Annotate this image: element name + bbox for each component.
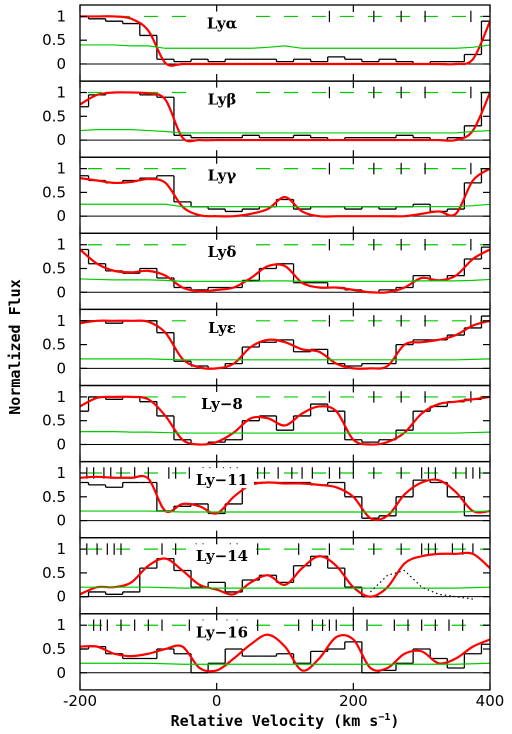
error-line (80, 44, 490, 49)
y-axis-label: Normalized Flux (6, 279, 24, 414)
y-tick-label: 0.5 (42, 564, 66, 582)
label-bg (192, 620, 254, 641)
panel (80, 391, 490, 446)
panel-label: Lyβ (208, 91, 237, 109)
panel-label: Ly−8 (201, 395, 243, 413)
model-line (80, 633, 490, 673)
error-line (80, 431, 490, 434)
panel-label: Ly−11 (196, 471, 248, 489)
panel (80, 10, 490, 67)
y-tick-label: 0 (56, 359, 66, 377)
error-line (80, 510, 490, 513)
y-tick-label: 1 (56, 388, 66, 406)
step-connector (87, 247, 483, 293)
panel-label: Lyγ (208, 167, 237, 185)
label-bg (192, 87, 254, 108)
y-tick-label: 1 (56, 84, 66, 102)
step-connector (87, 16, 483, 64)
y-tick-label: 0.5 (42, 640, 66, 658)
panel-label: Lyα (207, 15, 238, 33)
label-bg (192, 11, 254, 32)
x-label-end: ) (390, 712, 399, 730)
error-line (80, 358, 490, 361)
panel (80, 162, 490, 218)
label-bg (192, 392, 254, 413)
y-tick-label: 1 (56, 312, 66, 330)
model-line (80, 91, 490, 143)
model-line (80, 319, 490, 370)
panel-label: Ly−16 (196, 623, 248, 641)
model-line (80, 15, 490, 67)
y-tick-label: 0.5 (42, 336, 66, 354)
x-tick-label: 0 (212, 692, 222, 710)
panel (80, 467, 490, 522)
model-line (80, 551, 490, 598)
y-tick-label: 0 (56, 664, 66, 682)
panel-label: Ly−14 (196, 547, 248, 565)
y-tick-label: 1 (56, 464, 66, 482)
y-tick-label: 1 (56, 540, 66, 558)
label-bg (192, 239, 254, 260)
y-tick-label: 1 (56, 616, 66, 634)
y-tick-label: 0.5 (42, 488, 66, 506)
panel-label: Lyδ (208, 243, 237, 261)
panel-label: Lyε (208, 319, 236, 337)
y-tick-label: 0 (56, 55, 66, 73)
y-tick-label: 0 (56, 512, 66, 530)
panel (80, 315, 490, 370)
y-tick-label: 0 (56, 435, 66, 453)
y-tick-label: 1 (56, 7, 66, 25)
model-line (80, 474, 490, 521)
panel-frame (79, 613, 491, 691)
error-line (80, 129, 490, 134)
error-line (80, 278, 490, 282)
panel (80, 239, 490, 294)
panel (80, 619, 490, 674)
y-tick-label: 0.5 (42, 31, 66, 49)
dotted-line (369, 569, 473, 600)
y-tick-label: 0.5 (42, 107, 66, 125)
label-bg (192, 163, 254, 184)
y-tick-label: 0 (56, 283, 66, 301)
model-line (80, 395, 490, 446)
model-line (80, 248, 490, 294)
error-line (80, 586, 490, 589)
model-line (80, 167, 490, 218)
y-tick-label: 0 (56, 131, 66, 149)
y-tick-label: 0.5 (42, 259, 66, 277)
x-tick-label: 400 (476, 692, 505, 710)
step-connector (87, 396, 483, 445)
y-tick-label: 1 (56, 160, 66, 178)
label-bg (192, 315, 254, 336)
y-tick-label: 1 (56, 236, 66, 254)
x-label-text: Relative Velocity (km s (171, 712, 379, 730)
x-tick-label: -200 (63, 692, 97, 710)
step-connector (87, 168, 483, 212)
y-tick-label: 0 (56, 588, 66, 606)
panel (80, 86, 490, 143)
x-label-sup: −1 (378, 712, 390, 723)
x-tick-label: 200 (339, 692, 368, 710)
error-line (80, 203, 490, 208)
y-tick-label: 0.5 (42, 183, 66, 201)
x-axis-label: Relative Velocity (km s−1) (171, 712, 400, 730)
panel (80, 543, 490, 600)
y-tick-label: 0.5 (42, 412, 66, 430)
y-tick-label: 0 (56, 207, 66, 225)
error-line (80, 662, 490, 665)
label-bg (192, 544, 254, 565)
label-bg (192, 468, 254, 489)
